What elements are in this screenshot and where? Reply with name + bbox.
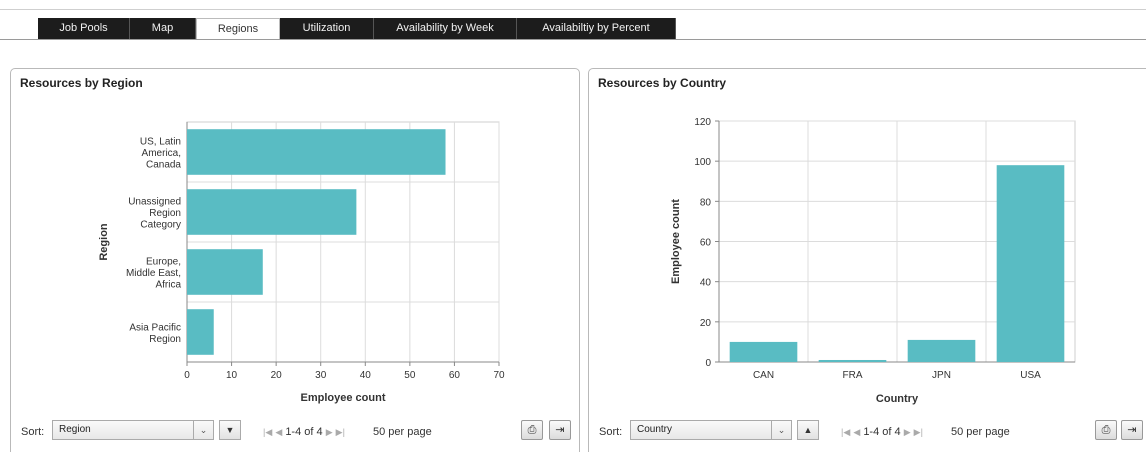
last-page-icon[interactable]: ▶| bbox=[335, 427, 345, 437]
print-icon: ⎙ bbox=[1101, 424, 1111, 436]
resources-by-region-panel: Resources by Region 0 10 20 30 40 50 60 70 US, L… bbox=[10, 68, 580, 452]
y-tick-label: 60 bbox=[700, 238, 712, 249]
y-tick-label: US, Latin bbox=[140, 137, 181, 148]
prev-page-icon[interactable]: ◀ bbox=[275, 427, 283, 437]
y-tick-label: Middle East, bbox=[126, 268, 181, 279]
x-tick-label: 10 bbox=[226, 370, 238, 381]
sort-label: Sort: bbox=[599, 426, 623, 438]
y-tick-label: 80 bbox=[700, 197, 712, 208]
bar bbox=[187, 189, 357, 235]
y-tick-label: 0 bbox=[705, 358, 711, 369]
next-page-icon[interactable]: ▶ bbox=[325, 427, 333, 437]
pager-text: 1-4 of 4 bbox=[285, 426, 323, 438]
bar bbox=[187, 309, 214, 355]
y-tick-label: America, bbox=[142, 148, 181, 159]
sort-direction-button[interactable]: ▲ bbox=[797, 420, 819, 440]
y-tick-label: Unassigned bbox=[128, 197, 181, 208]
tab-availability-by-week[interactable]: Availability by Week bbox=[374, 18, 517, 39]
x-tick-label: FRA bbox=[843, 370, 863, 381]
tab-utilization[interactable]: Utilization bbox=[280, 18, 374, 39]
export-icon: ⇥ bbox=[1127, 424, 1137, 436]
x-tick-label: 40 bbox=[360, 370, 372, 381]
export-button[interactable]: ⇥ bbox=[549, 420, 571, 440]
y-tick-label: 120 bbox=[694, 117, 711, 128]
per-page-label: 50 per page bbox=[373, 426, 432, 438]
y-axis-title: Region bbox=[98, 223, 110, 261]
y-tick-label: Region bbox=[149, 334, 181, 345]
tab-underline bbox=[0, 39, 1146, 40]
tab-map[interactable]: Map bbox=[130, 18, 196, 39]
x-tick-label: USA bbox=[1020, 370, 1041, 381]
chevron-down-icon: ⌄ bbox=[771, 421, 791, 439]
x-tick-label: 60 bbox=[449, 370, 461, 381]
last-page-icon[interactable]: ▶| bbox=[913, 427, 923, 437]
bar bbox=[818, 359, 887, 362]
panel-footer: Sort: Region ⌄ ▼ |◀ ◀ 1-4 of 4 ▶ ▶| 50 p… bbox=[11, 417, 579, 445]
sort-select-value: Region bbox=[59, 424, 91, 435]
export-icon: ⇥ bbox=[555, 424, 565, 436]
tab-job-pools[interactable]: Job Pools bbox=[38, 18, 130, 39]
y-tick-label: 40 bbox=[700, 278, 712, 289]
country-bar-chart: 0 20 40 60 80 100 120 CAN FRA JPN USA Country Employ… bbox=[670, 117, 1076, 405]
y-tick-label: 20 bbox=[700, 318, 712, 329]
per-page-label: 50 per page bbox=[951, 426, 1010, 438]
x-tick-label: CAN bbox=[753, 370, 774, 381]
sort-label: Sort: bbox=[21, 426, 45, 438]
next-page-icon[interactable]: ▶ bbox=[903, 427, 911, 437]
print-icon: ⎙ bbox=[527, 424, 537, 436]
y-tick-label: Asia Pacific bbox=[129, 322, 181, 333]
x-tick-label: 30 bbox=[315, 370, 327, 381]
print-button[interactable]: ⎙ bbox=[521, 420, 543, 440]
sort-direction-button[interactable]: ▼ bbox=[219, 420, 241, 440]
tab-regions[interactable]: Regions bbox=[196, 18, 280, 39]
panel-title: Resources by Region bbox=[20, 76, 143, 90]
y-tick-label: Africa bbox=[155, 280, 181, 291]
x-tick-label: 0 bbox=[184, 370, 190, 381]
x-axis-title: Employee count bbox=[301, 392, 386, 404]
tab-bar: Job Pools Map Regions Utilization Availabili… bbox=[38, 18, 676, 39]
bar bbox=[729, 341, 798, 362]
y-tick-label: 100 bbox=[694, 157, 711, 168]
pager: |◀ ◀ 1-4 of 4 ▶ ▶| bbox=[263, 426, 345, 438]
panel-title: Resources by Country bbox=[598, 76, 727, 90]
bar bbox=[187, 249, 263, 295]
print-button[interactable]: ⎙ bbox=[1095, 420, 1117, 440]
sort-select[interactable]: Country ⌄ bbox=[630, 420, 792, 440]
x-tick-label: 50 bbox=[404, 370, 416, 381]
x-tick-label: 20 bbox=[271, 370, 283, 381]
chevron-down-icon: ⌄ bbox=[193, 421, 213, 439]
first-page-icon[interactable]: |◀ bbox=[263, 427, 273, 437]
tab-availabiltiy-by-percent[interactable]: Availabiltiy by Percent bbox=[517, 18, 676, 39]
pager-text: 1-4 of 4 bbox=[863, 426, 901, 438]
bar bbox=[996, 165, 1065, 362]
x-axis-title: Country bbox=[876, 393, 919, 405]
resources-by-country-panel: Resources by Country 0 20 40 60 80 100 120 CAN F… bbox=[588, 68, 1146, 452]
y-tick-label: Category bbox=[140, 220, 181, 231]
bar bbox=[187, 129, 446, 175]
panel-footer: Sort: Country ⌄ ▲ |◀ ◀ 1-4 of 4 ▶ ▶| 50 … bbox=[589, 417, 1146, 445]
pager: |◀ ◀ 1-4 of 4 ▶ ▶| bbox=[841, 426, 923, 438]
y-axis-title: Employee count bbox=[670, 199, 682, 284]
y-tick-label: Region bbox=[149, 208, 181, 219]
x-tick-label: 70 bbox=[493, 370, 505, 381]
sort-select-value: Country bbox=[637, 424, 673, 435]
x-tick-label: JPN bbox=[932, 370, 951, 381]
top-border bbox=[0, 9, 1146, 10]
first-page-icon[interactable]: |◀ bbox=[841, 427, 851, 437]
bar bbox=[907, 339, 976, 362]
y-tick-label: Europe, bbox=[146, 257, 181, 268]
export-button[interactable]: ⇥ bbox=[1121, 420, 1143, 440]
y-tick-label: Canada bbox=[146, 160, 181, 171]
sort-select[interactable]: Region ⌄ bbox=[52, 420, 214, 440]
prev-page-icon[interactable]: ◀ bbox=[853, 427, 861, 437]
